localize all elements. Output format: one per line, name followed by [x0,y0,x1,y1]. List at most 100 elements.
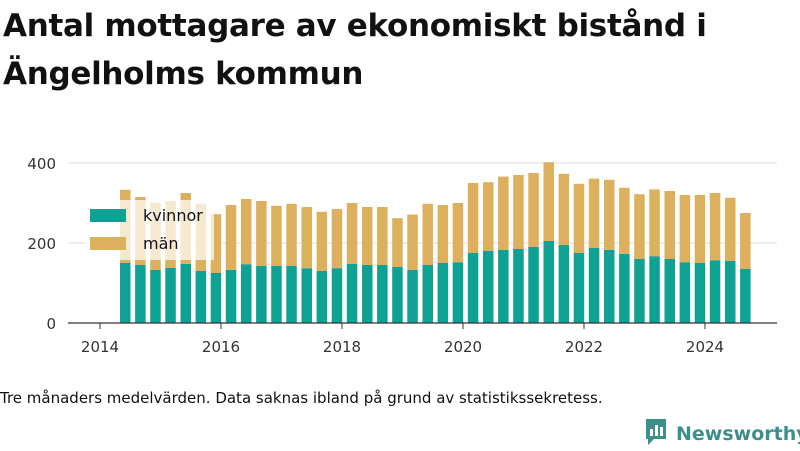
bar-man [271,205,282,266]
bar-kvinnor [709,260,721,323]
bar-man [467,183,479,253]
bar-kvinnor [634,259,645,323]
bar-man [740,213,751,269]
newsworthy-brand[interactable]: Newsworthy [644,419,800,449]
bar-kvinnor [619,253,630,323]
bar-kvinnor [498,249,509,323]
bar-kvinnor [483,251,494,323]
bar-kvinnor [740,269,751,323]
bar-kvinnor [407,269,418,323]
bar-man [664,191,675,259]
bar-chart-logo-icon [644,417,668,451]
bar-kvinnor [452,262,464,323]
bar-kvinnor [165,267,176,323]
x-tick-label: 2020 [444,338,482,356]
bar-man [286,203,297,266]
bar-man [709,193,721,261]
bar-kvinnor [694,263,706,323]
bar-man [694,195,706,263]
bar-man [316,211,328,271]
footnote: Tre månaders medelvärden. Data saknas ib… [0,389,603,407]
bar-man [331,209,343,269]
bar-man [407,214,418,270]
x-axis-ticks: 2014 2016 2018 2020 2022 2024 [81,323,724,356]
legend-label-man: män [143,234,179,253]
bar-man [558,173,570,245]
bar-kvinnor [573,253,585,323]
bar-man [649,189,660,257]
bar-kvinnor [725,261,736,323]
bar-kvinnor [120,263,131,323]
bar-man [619,187,630,254]
bar-man [346,203,358,264]
bar-kvinnor [195,271,207,323]
bar-man [362,207,373,265]
bar-kvinnor [664,259,675,323]
bar-kvinnor [135,265,146,323]
bar-man [210,214,222,273]
y-tick-label: 0 [46,315,56,333]
x-tick-label: 2016 [202,338,240,356]
bar-man [452,203,464,263]
legend-swatch-man [90,237,126,250]
legend: kvinnor män [84,200,214,260]
bar-kvinnor [422,265,433,323]
bar-kvinnor [180,263,191,323]
x-tick-label: 2018 [323,338,361,356]
bar-kvinnor [543,241,554,323]
bar-chart: 0 200 400 2014 2016 2018 2020 2022 2024 kvinnor… [27,155,777,356]
bar-man [377,207,388,265]
bar-kvinnor [392,267,403,323]
bar-kvinnor [256,265,267,323]
bar-kvinnor [467,253,479,323]
bar-man [634,194,645,259]
x-tick-label: 2024 [686,338,724,356]
bar-man [528,173,539,247]
bar-kvinnor [362,265,373,323]
bar-kvinnor [604,249,615,323]
bar-kvinnor [588,247,600,323]
legend-swatch-kvinnor [90,209,126,222]
bar-kvinnor [286,265,297,323]
bar-kvinnor [377,265,388,323]
bar-kvinnor [558,245,570,323]
x-tick-label: 2014 [81,338,119,356]
bar-man [498,176,509,250]
x-tick-label: 2022 [565,338,603,356]
bar-kvinnor [241,264,252,323]
bar-kvinnor [316,271,328,323]
legend-label-kvinnor: kvinnor [143,206,203,225]
brand-name: Newsworthy [676,423,800,445]
y-tick-label: 400 [27,155,56,173]
chart-title: Antal mottagare av ekonomiskt bistånd i … [3,8,707,92]
bar-man [422,203,433,265]
bar-man [256,201,267,266]
bar-kvinnor [679,262,691,323]
bar-kvinnor [649,256,660,323]
bar-man [604,179,615,250]
bar-man [483,182,494,251]
bar-man [679,195,691,263]
bar-man [301,207,312,269]
bar-man [241,199,252,265]
bar-kvinnor [150,269,161,323]
bar-kvinnor [271,265,282,323]
bar-man [543,162,554,241]
bar-kvinnor [346,263,358,323]
bar-kvinnor [210,273,222,323]
y-tick-label: 200 [27,235,56,253]
bar-man [392,218,403,267]
bar-kvinnor [331,268,343,323]
bar-kvinnor [437,263,449,323]
bar-kvinnor [225,269,237,323]
bar-man [437,205,449,263]
bar-man [513,175,524,249]
bar-man [725,197,736,261]
bar-kvinnor [301,268,312,323]
bar-man [225,205,237,270]
bar-man [588,178,600,248]
bar-man [573,183,585,253]
bar-kvinnor [528,247,539,323]
y-axis-labels: 0 200 400 [27,155,56,333]
bar-kvinnor [513,249,524,323]
